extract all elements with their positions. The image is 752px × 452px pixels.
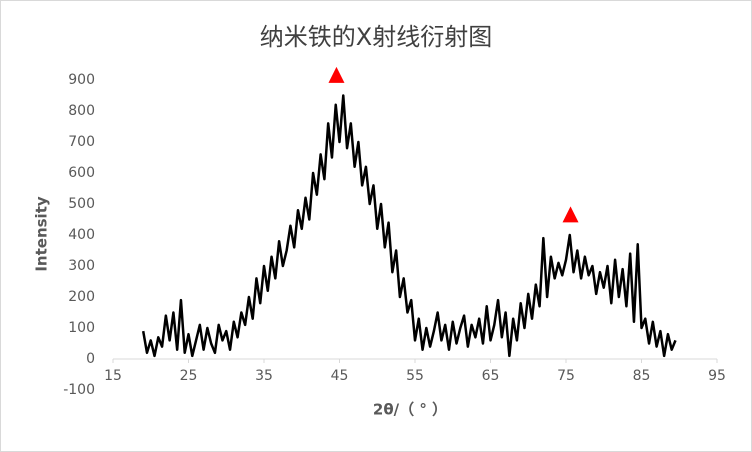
y-tick-label: 800 — [68, 103, 95, 119]
y-tick-label: 300 — [68, 258, 95, 274]
y-tick-label: 400 — [68, 227, 95, 243]
peak-marker — [328, 66, 345, 83]
data-line — [141, 94, 677, 358]
x-tick-label: 25 — [180, 368, 198, 384]
y-tick-label: -100 — [63, 382, 95, 398]
y-tick-label: 500 — [68, 196, 95, 212]
y-tick-label: 100 — [68, 320, 95, 336]
x-tick-label: 65 — [482, 368, 500, 384]
x-tick-label: 45 — [331, 368, 349, 384]
x-tick-label: 55 — [406, 368, 424, 384]
x-tick-label: 95 — [708, 368, 726, 384]
y-tick-label: 700 — [68, 134, 95, 150]
x-tick-label: 15 — [104, 368, 122, 384]
y-tick-label: 900 — [68, 72, 95, 88]
y-tick-label: 200 — [68, 289, 95, 305]
x-axis-title: 2θ/（ ° ） — [373, 401, 447, 419]
chart-title: 纳米铁的X射线衍射图 — [260, 23, 492, 51]
y-axis-title: Intensity — [33, 196, 51, 272]
y-tick-label: 0 — [86, 351, 95, 367]
x-tick-label: 85 — [633, 368, 651, 384]
x-tick-label: 35 — [255, 368, 273, 384]
y-tick-label: 600 — [68, 165, 95, 181]
x-tick-label: 75 — [557, 368, 575, 384]
peak-marker — [562, 206, 579, 223]
